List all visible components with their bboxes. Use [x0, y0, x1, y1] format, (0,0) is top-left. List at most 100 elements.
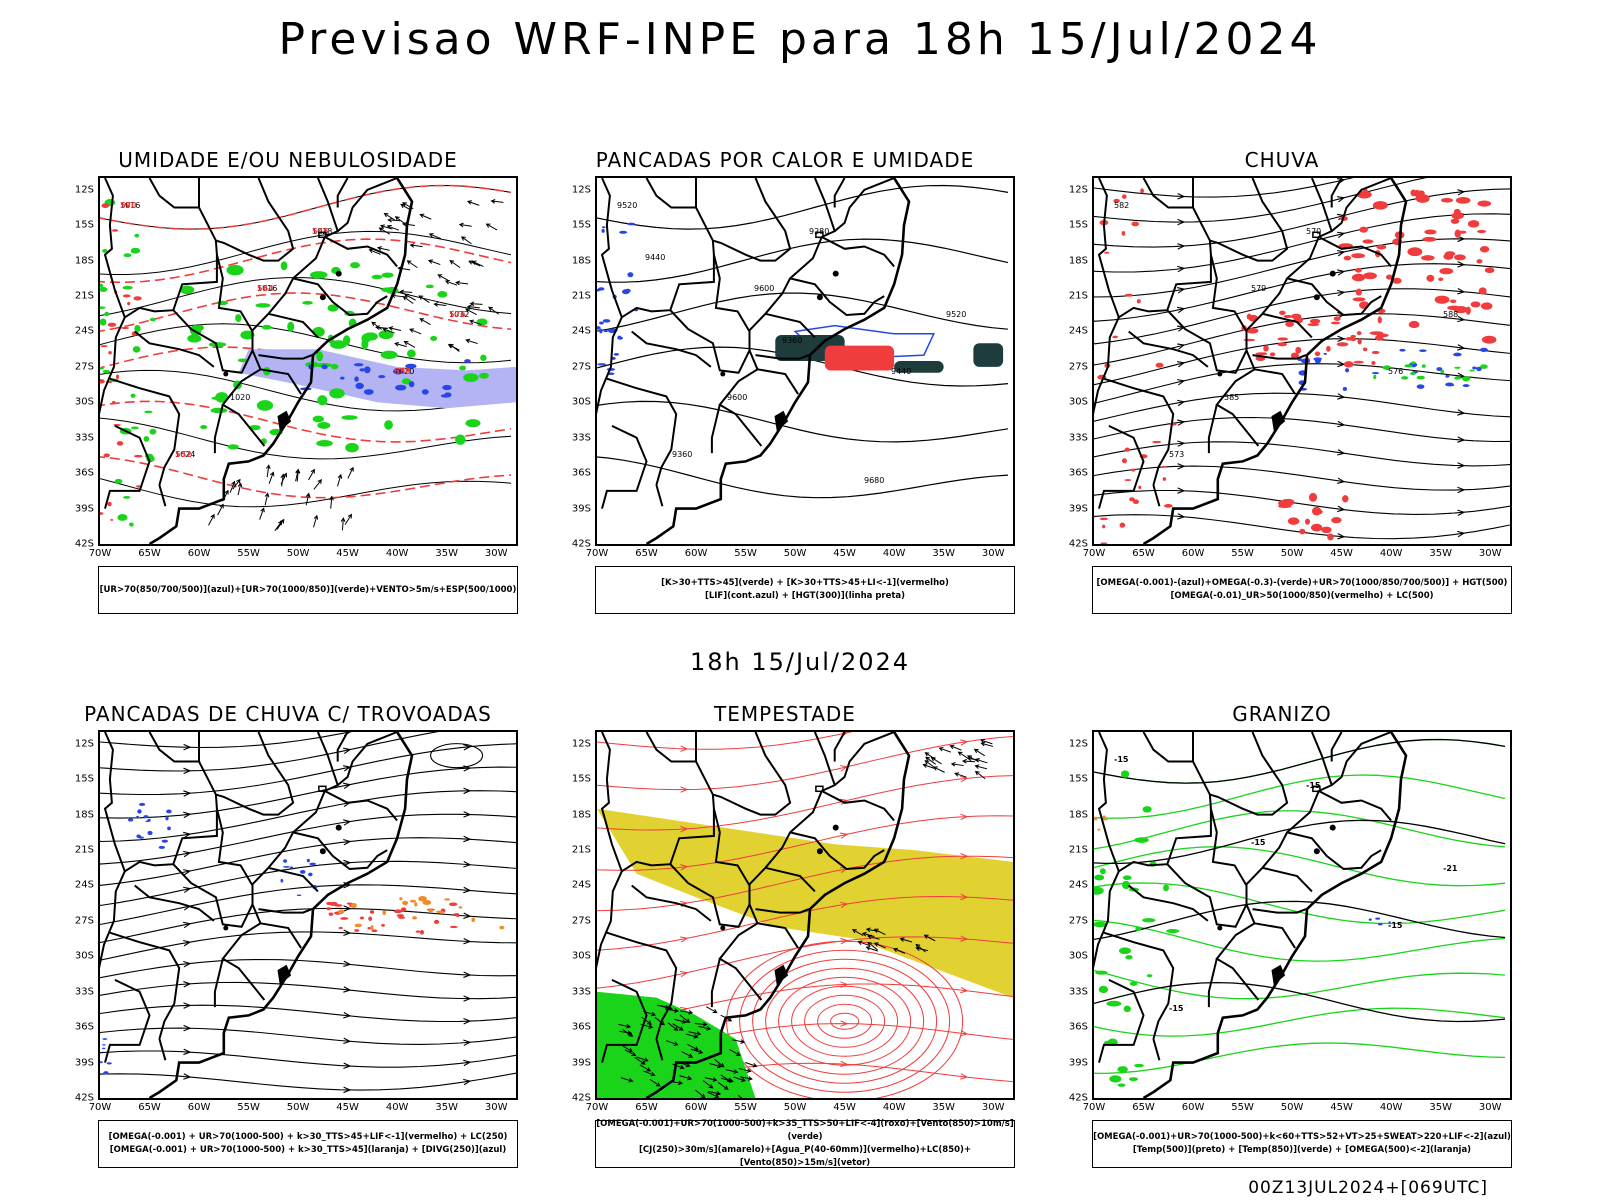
panel-pancadas-trovoadas: PANCADAS DE CHUVA C/ TROVOADAS 12S 15S 18S 2…	[58, 702, 518, 1182]
lon-tick-label: 30W	[484, 548, 508, 559]
contour-label: -15	[1169, 1004, 1184, 1013]
lon-tick-label: 30W	[484, 1102, 508, 1113]
lon-tick-label: 30W	[1478, 548, 1502, 559]
panel-title: PANCADAS DE CHUVA C/ TROVOADAS	[84, 702, 492, 726]
lon-tick-label: 55W	[734, 1102, 757, 1113]
lat-tick-label: 30S	[1068, 396, 1088, 408]
contour-label: -15	[1388, 921, 1403, 930]
lon-tick-label: 30W	[1478, 1102, 1502, 1113]
contour-label: 9360	[672, 450, 692, 459]
lon-tick-label: 45W	[833, 1102, 856, 1113]
panel-title: PANCADAS POR CALOR E UMIDADE	[595, 148, 975, 172]
lat-tick-label: 39S	[74, 1057, 94, 1069]
lat-tick-label: 18S	[1068, 255, 1088, 267]
lon-tick-label: 40W	[385, 1102, 409, 1113]
map-svg: 582 579 576 573 570 588 585	[1094, 178, 1510, 544]
lat-tick-label: 33S	[1068, 432, 1088, 444]
basemap-borders	[597, 732, 911, 1098]
map-frame: -15 -15 -15 -15 -15 -21	[1092, 730, 1512, 1100]
lat-tick-label: 30S	[571, 396, 591, 408]
map-svg	[597, 732, 1013, 1098]
contour-label: 582	[1114, 201, 1129, 210]
lat-tick-label: 33S	[74, 986, 94, 998]
lat-tick-label: 15S	[1068, 219, 1088, 231]
lon-tick-label: 65W	[1132, 1102, 1155, 1113]
panel-title: UMIDADE E/OU NEBULOSIDADE	[118, 148, 458, 172]
lat-tick-label: 30S	[1068, 950, 1088, 962]
basemap-borders	[100, 178, 414, 544]
lat-tick-label: 39S	[1068, 1057, 1088, 1069]
panel-title: GRANIZO	[1232, 702, 1332, 726]
panel-legend: [OMEGA(-0.001) + UR>70(1000-500) + k>30_…	[98, 1120, 518, 1168]
lat-tick-label: 18S	[74, 255, 94, 267]
map-svg: 9520 9600 9440 9360 9280 9520 9600 9680 9440 9360	[597, 178, 1009, 544]
panel-legend: [OMEGA(-0.001)+UR>70(1000-500)+k<60+TTS>…	[1092, 1120, 1512, 1168]
lon-tick-label: 35W	[1429, 1102, 1452, 1113]
lat-tick-label: 27S	[571, 361, 591, 373]
legend-line: [K>30+TTS>45](verde) + [K>30+TTS>45+LI<-…	[661, 578, 949, 588]
lat-tick-label: 42S	[74, 1092, 94, 1104]
field-overlay: 1016 1016 1020 1024 1028 1032 1020 570 564 558 552…	[100, 184, 516, 532]
lat-tick-label: 36S	[1068, 1021, 1088, 1033]
legend-line: [OMEGA(-0.001)-(azul)+OMEGA(-0.3)-(verde…	[1096, 578, 1508, 588]
lon-tick-label: 70W	[88, 1102, 112, 1113]
lon-tick-label: 65W	[1132, 548, 1155, 559]
lat-tick-label: 30S	[74, 396, 94, 408]
basemap-borders	[1094, 178, 1408, 544]
contour-label: 1032	[449, 310, 469, 319]
contour-label: 1016	[257, 284, 277, 293]
panel-pancadas-calor: PANCADAS POR CALOR E UMIDADE 9520 9600 9440…	[555, 148, 1015, 628]
lon-tick-label: 35W	[435, 548, 458, 559]
lon-tick-label: 45W	[833, 548, 856, 559]
lon-tick-label: 50W	[286, 1102, 310, 1113]
lon-tick-label: 30W	[981, 548, 1005, 559]
lon-tick-label: 65W	[138, 548, 161, 559]
lat-tick-label: 24S	[571, 879, 591, 891]
contour-label: 570	[120, 201, 137, 210]
lat-tick-label: 27S	[1068, 361, 1088, 373]
main-title: Previsao WRF-INPE para 18h 15/Jul/2024	[278, 14, 1322, 65]
lon-tick-label: 35W	[1429, 548, 1452, 559]
contour-label: 9440	[645, 253, 665, 262]
contour-label: 546	[312, 227, 329, 236]
contour-label: 552	[175, 450, 192, 459]
contour-label: 9600	[754, 284, 774, 293]
lat-tick-label: 33S	[571, 986, 591, 998]
lat-tick-label: 42S	[74, 538, 94, 550]
field-overlay: -15 -15 -15 -15 -15 -21	[1094, 738, 1506, 1087]
lat-tick-label: 21S	[74, 844, 94, 856]
lon-tick-label: 40W	[1379, 1102, 1403, 1113]
lat-tick-label: 12S	[571, 738, 591, 750]
lon-tick-label: 70W	[1082, 1102, 1106, 1113]
lat-tick-label: 18S	[571, 255, 591, 267]
lon-tick-label: 45W	[336, 1102, 359, 1113]
lat-tick-label: 15S	[74, 773, 94, 785]
contour-label: -15	[1251, 838, 1266, 847]
panel-legend: [OMEGA(-0.001)-(azul)+OMEGA(-0.3)-(verde…	[1092, 566, 1512, 614]
lat-tick-label: 12S	[1068, 184, 1088, 196]
lat-tick-label: 30S	[571, 950, 591, 962]
contour-label: 1028	[312, 227, 332, 236]
lon-tick-label: 60W	[187, 1102, 211, 1113]
contour-label: 573	[1169, 450, 1184, 459]
lon-tick-label: 45W	[1330, 1102, 1353, 1113]
panel-tempestade: TEMPESTADE 12S 15S 18S 21S 24S 27S 30S 33S 36S 39S…	[555, 702, 1015, 1182]
subtitle-datetime: 18h 15/Jul/2024	[689, 648, 911, 676]
lon-tick-label: 60W	[684, 548, 708, 559]
contour-label: 576	[449, 310, 466, 319]
model-run-label: 00Z13JUL2024+[069UTC]	[1248, 1178, 1488, 1198]
lat-tick-label: 42S	[571, 538, 591, 550]
lat-tick-label: 42S	[571, 1092, 591, 1104]
panel-legend: [UR>70(850/700/500)](azul)+[UR>70(1000/8…	[98, 566, 518, 614]
field-overlay: 9520 9600 9440 9360 9280 9520 9600 9680 9440 9360	[597, 184, 1009, 499]
contour-label: -15	[1306, 781, 1321, 790]
lon-tick-label: 40W	[882, 1102, 906, 1113]
lon-tick-label: 40W	[1379, 548, 1403, 559]
panel-title: TEMPESTADE	[714, 702, 856, 726]
contour-label: 1020	[394, 367, 414, 376]
lon-tick-label: 30W	[981, 1102, 1005, 1113]
lat-tick-label: 33S	[571, 432, 591, 444]
field-overlay: 582 579 576 573 570 588 585	[1094, 178, 1510, 544]
lon-tick-label: 70W	[585, 1102, 609, 1113]
lat-tick-label: 36S	[571, 467, 591, 479]
